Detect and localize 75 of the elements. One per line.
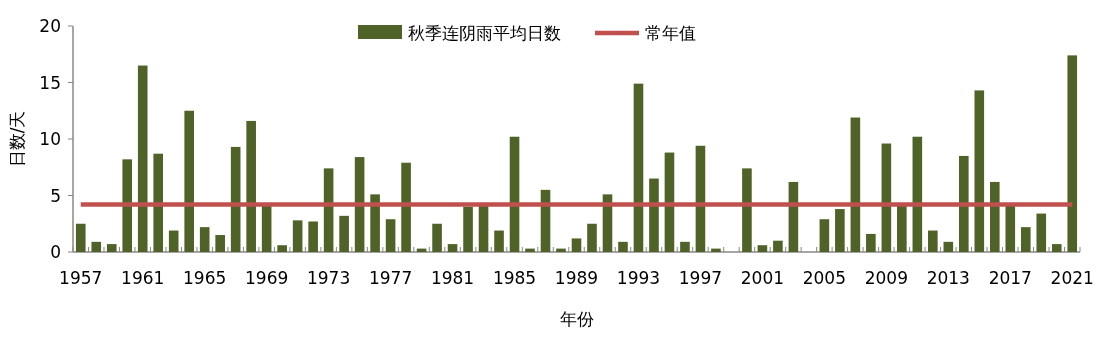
x-tick-label: 2009	[864, 268, 908, 288]
bar	[168, 230, 179, 252]
bar	[649, 178, 659, 252]
bar	[1020, 227, 1031, 252]
x-tick-label: 1973	[306, 268, 351, 288]
legend-label: 秋季连阴雨平均日数	[408, 23, 561, 43]
x-tick-label: 1957	[59, 268, 103, 288]
x-tick-label: 1985	[492, 268, 537, 288]
bar	[587, 223, 597, 252]
bar	[1051, 244, 1062, 252]
bar	[819, 219, 830, 252]
bar	[199, 227, 210, 252]
x-tick-label: 1989	[554, 268, 599, 288]
bar	[1036, 213, 1047, 252]
bar	[91, 241, 102, 252]
bar	[974, 90, 985, 252]
bar	[137, 65, 148, 252]
bar	[1005, 204, 1016, 252]
x-tick-label: 1981	[430, 268, 475, 288]
y-axis-title: 日数/天	[7, 110, 27, 168]
bar	[385, 219, 396, 252]
bar	[215, 235, 225, 252]
x-tick-label: 2013	[926, 268, 970, 288]
bar	[494, 230, 504, 252]
bar	[711, 248, 721, 252]
x-axis-title: 年份	[559, 309, 594, 329]
y-tick-label: 0	[50, 242, 61, 262]
bar	[835, 209, 845, 252]
bar	[556, 248, 566, 252]
bar	[897, 204, 907, 252]
bar	[370, 194, 380, 252]
bar	[432, 223, 442, 252]
x-tick-label: 1977	[368, 268, 413, 288]
bar	[463, 206, 473, 252]
x-tick-label: 2001	[740, 268, 785, 288]
bar	[757, 245, 768, 252]
x-tick-label: 1961	[121, 268, 165, 288]
bar	[401, 162, 411, 252]
bar	[447, 244, 458, 252]
bar	[866, 233, 876, 252]
x-tick-label: 1993	[616, 268, 661, 288]
bar	[943, 241, 954, 252]
bar	[292, 220, 303, 252]
y-tick-label: 20	[39, 16, 61, 36]
x-tick-label: 2017	[988, 268, 1032, 288]
bar	[959, 155, 969, 252]
y-tick-label: 10	[39, 129, 61, 149]
x-tick-label: 1997	[678, 268, 723, 288]
bar	[525, 248, 535, 252]
bar	[1067, 55, 1078, 252]
bar	[928, 230, 938, 252]
legend-label: 常年值	[645, 23, 696, 43]
bar	[618, 241, 628, 252]
bar	[742, 168, 752, 252]
bar	[106, 244, 117, 252]
bar	[989, 181, 1000, 252]
bar	[153, 153, 164, 252]
x-tick-label: 2005	[802, 268, 847, 288]
bar	[773, 240, 783, 252]
bar	[246, 120, 256, 252]
bar	[850, 117, 861, 252]
bar	[277, 245, 287, 252]
bar	[122, 159, 133, 252]
bar	[680, 241, 690, 252]
bar	[571, 238, 582, 252]
y-tick-label: 15	[39, 72, 61, 93]
y-tick-label: 5	[50, 185, 61, 206]
x-tick-label: 2021	[1050, 268, 1094, 288]
bar	[308, 221, 318, 252]
bar	[75, 223, 86, 252]
bar	[339, 215, 349, 252]
x-tick-label: 1965	[183, 268, 227, 288]
bar	[184, 110, 194, 252]
bar	[633, 83, 644, 252]
x-tick-label: 1969	[245, 268, 289, 288]
